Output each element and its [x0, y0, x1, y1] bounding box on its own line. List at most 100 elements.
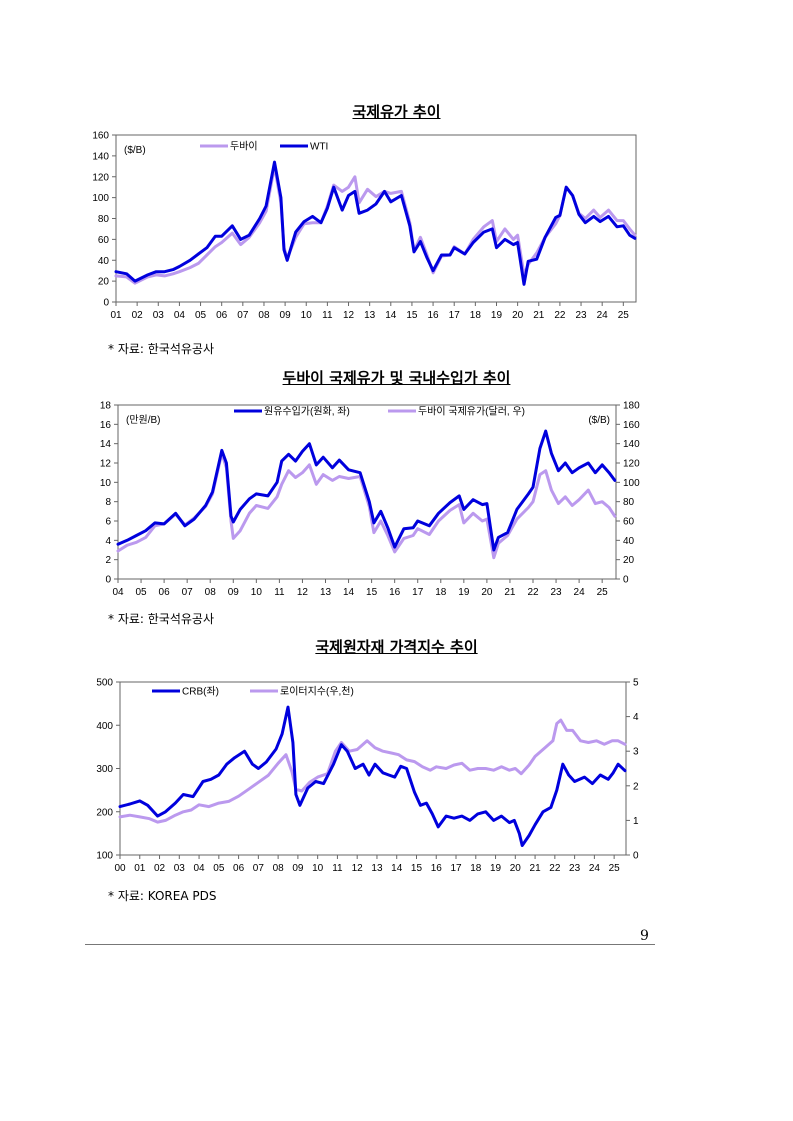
x-tick-label: 08: [258, 310, 270, 321]
chart2-title: 두바이 국제유가 및 국내수입가 추이: [282, 369, 511, 387]
x-tick-label: 23: [550, 587, 562, 598]
x-tick-label: 05: [135, 587, 147, 598]
y-tick-label: 4: [105, 536, 111, 547]
y-right-tick-label: 60: [623, 517, 635, 528]
x-tick-label: 05: [213, 863, 225, 874]
y-right-tick-label: 80: [623, 497, 635, 508]
x-tick-label: 18: [435, 587, 447, 598]
x-tick-label: 08: [273, 863, 285, 874]
legend-label: 두바이 국제유가(달러, 우): [418, 406, 525, 418]
y-right-tick-label: 0: [623, 575, 629, 586]
legend-label: 로이터지수(우,천): [280, 686, 354, 698]
y-right-tick-label: 20: [623, 555, 635, 566]
oil-price-chart: 0 20 40 60 80 100 120 140 160 01 02 03 04 05 06 07 08 09 1…: [92, 131, 637, 321]
x-tick-label: 05: [195, 310, 207, 321]
y-right-tick-label: 40: [623, 536, 635, 547]
x-tick-label: 24: [589, 863, 601, 874]
x-tick-label: 15: [366, 587, 378, 598]
x-tick-label: 25: [609, 863, 621, 874]
unit-label: ($/B): [124, 145, 146, 156]
x-tick-label: 11: [322, 310, 333, 321]
x-tick-label: 23: [575, 310, 587, 321]
x-tick-label: 16: [428, 310, 440, 321]
x-tick-label: 17: [449, 310, 461, 321]
x-tick-label: 04: [112, 587, 124, 598]
x-tick-label: 19: [491, 310, 503, 321]
series-line: [118, 718, 627, 824]
y-tick-label: 12: [100, 459, 112, 470]
x-tick-label: 25: [597, 587, 609, 598]
y-tick-label: 160: [92, 131, 109, 142]
y-right-tick-label: 1: [633, 816, 639, 827]
x-tick-label: 18: [470, 310, 482, 321]
page-number: 9: [640, 928, 649, 944]
y-right-tick-label: 0: [633, 851, 639, 862]
x-tick-label: 12: [297, 587, 309, 598]
y-right-tick-label: 140: [623, 439, 640, 450]
x-tick-label: 02: [132, 310, 144, 321]
x-tick-label: 16: [431, 863, 443, 874]
y-right-tick-label: 100: [623, 478, 640, 489]
x-tick-label: 19: [490, 863, 502, 874]
y-tick-label: 300: [96, 764, 113, 775]
x-tick-label: 22: [527, 587, 539, 598]
x-tick-label: 19: [458, 587, 470, 598]
plot-area: [117, 404, 617, 580]
x-tick-label: 07: [237, 310, 249, 321]
x-tick-label: 20: [510, 863, 522, 874]
x-tick-label: 24: [597, 310, 609, 321]
y-right-tick-label: 4: [633, 712, 639, 723]
x-tick-label: 23: [569, 863, 581, 874]
y-tick-label: 6: [105, 517, 111, 528]
x-tick-label: 13: [320, 587, 332, 598]
y-right-tick-label: 5: [633, 678, 639, 689]
x-tick-label: 04: [194, 863, 206, 874]
x-tick-label: 13: [364, 310, 376, 321]
x-tick-label: 10: [251, 587, 263, 598]
footer-rule: [85, 944, 655, 945]
x-tick-label: 01: [134, 863, 146, 874]
y-tick-label: 0: [105, 575, 111, 586]
y-tick-label: 40: [98, 256, 110, 267]
y-tick-label: 60: [98, 235, 110, 246]
x-tick-label: 06: [159, 587, 171, 598]
x-tick-label: 03: [174, 863, 186, 874]
x-tick-label: 13: [371, 863, 383, 874]
right-unit-label: ($/B): [588, 415, 610, 426]
x-tick-label: 10: [301, 310, 313, 321]
x-tick-label: 09: [292, 863, 304, 874]
y-tick-label: 400: [96, 721, 113, 732]
x-tick-label: 06: [216, 310, 228, 321]
chart2-source: * 자료: 한국석유공사: [108, 612, 214, 626]
x-tick-label: 25: [618, 310, 630, 321]
x-tick-label: 17: [412, 587, 424, 598]
x-tick-label: 17: [450, 863, 462, 874]
chart3-title: 국제원자재 가격지수 추이: [315, 638, 478, 656]
y-tick-label: 140: [92, 151, 109, 162]
x-tick-label: 20: [481, 587, 493, 598]
x-tick-label: 24: [574, 587, 586, 598]
series-line: [118, 705, 627, 847]
x-tick-label: 10: [312, 863, 324, 874]
y-tick-label: 500: [96, 678, 113, 689]
y-tick-label: 14: [100, 439, 112, 450]
x-tick-label: 01: [110, 310, 122, 321]
y-tick-label: 100: [92, 193, 109, 204]
series-line: [114, 164, 637, 285]
y-right-tick-label: 120: [623, 459, 640, 470]
legend-label: 원유수입가(원화, 좌): [264, 405, 350, 418]
x-tick-label: 00: [114, 863, 126, 874]
y-right-tick-label: 3: [633, 747, 639, 758]
x-tick-label: 14: [391, 863, 403, 874]
x-tick-label: 21: [530, 863, 542, 874]
y-tick-label: 16: [100, 420, 112, 431]
x-tick-label: 07: [182, 587, 194, 598]
x-tick-label: 14: [385, 310, 397, 321]
series-line: [116, 429, 617, 552]
x-tick-label: 09: [228, 587, 240, 598]
x-tick-label: 21: [533, 310, 545, 321]
x-tick-label: 15: [406, 310, 418, 321]
y-tick-label: 120: [92, 172, 109, 183]
x-tick-label: 18: [470, 863, 482, 874]
